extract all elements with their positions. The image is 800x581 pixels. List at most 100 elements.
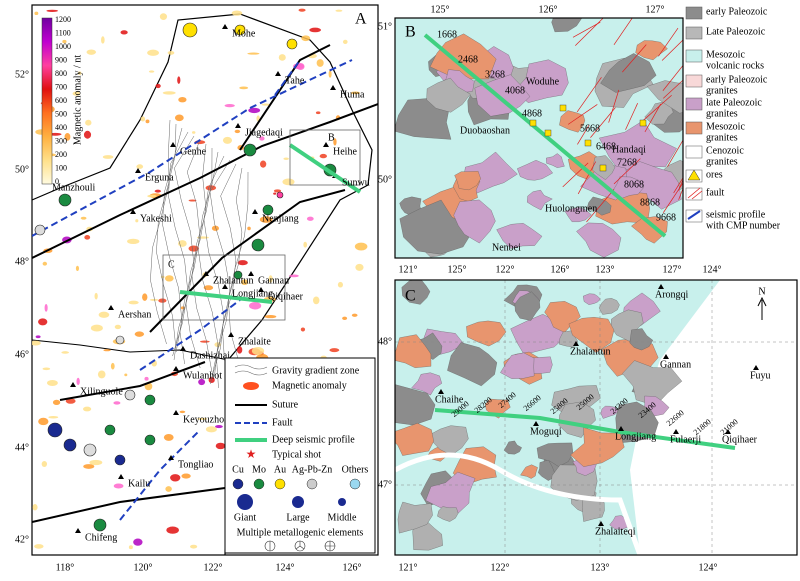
legend-swatch <box>685 74 703 88</box>
legend-label: Fault <box>272 417 293 428</box>
magnetic-anomaly <box>164 275 174 282</box>
geo-unit <box>514 291 541 321</box>
magnetic-anomaly <box>142 293 148 301</box>
geo-unit <box>622 360 683 406</box>
magnetic-anomaly <box>101 36 105 44</box>
magnetic-anomaly <box>355 263 364 271</box>
legend-swatch <box>685 6 703 20</box>
magnetic-anomaly <box>354 242 368 251</box>
panel-b-map <box>395 18 683 258</box>
geo-unit <box>576 222 622 258</box>
magnetic-anomaly <box>76 377 80 386</box>
deposit <box>243 143 257 157</box>
longitude: 127° <box>646 4 665 15</box>
magnetic-anomaly <box>337 281 343 288</box>
magnetic-anomaly <box>328 70 332 78</box>
colorbar-tick: 500 <box>55 109 67 118</box>
longitude: 124° <box>699 562 718 573</box>
ore <box>639 119 647 127</box>
deposit <box>144 434 156 446</box>
cmp-number: 3268 <box>485 69 505 80</box>
legend-label: Cenozoic <box>706 145 744 156</box>
place-name: Qiqihaer <box>722 434 758 445</box>
legend-label: Middle <box>328 512 357 523</box>
gravity-contour <box>173 135 195 361</box>
town <box>173 366 179 371</box>
fault <box>32 59 353 237</box>
town <box>323 142 329 147</box>
legend-label: Au <box>274 464 286 475</box>
magnetic-anomaly <box>240 279 249 286</box>
place-name: Zhalaite <box>238 336 271 347</box>
deposit <box>124 389 136 401</box>
magnetic-anomaly <box>167 50 175 55</box>
magnetic-anomaly <box>335 9 343 12</box>
magnetic-anomaly <box>64 133 71 141</box>
place-name: Manzhouli <box>52 182 96 193</box>
latitude: 48° <box>378 336 392 347</box>
magnetic-anomaly <box>80 216 87 220</box>
ore <box>544 129 552 137</box>
magnetic-anomaly <box>179 410 186 414</box>
magnetic-anomaly <box>329 348 340 353</box>
geo-unit <box>600 53 657 93</box>
magnetic-anomaly <box>82 406 92 412</box>
gravity-contour <box>191 147 213 373</box>
place-name: Tahe <box>285 75 305 86</box>
town <box>275 71 281 76</box>
place-name: Sunwu <box>342 177 370 188</box>
town <box>168 455 174 460</box>
geo-unit <box>546 153 565 168</box>
panel-label: B <box>405 24 416 41</box>
magnetic-anomaly <box>165 486 172 492</box>
longitude: 124° <box>276 562 295 573</box>
place-name: Duobaoshan <box>460 125 510 136</box>
latitude: 51° <box>378 21 392 32</box>
geo-unit <box>635 40 668 61</box>
geo-unit <box>395 334 432 368</box>
legend-swatch <box>685 145 703 159</box>
magnetic-anomaly <box>128 545 133 550</box>
gravity-contour <box>185 143 207 369</box>
cmp-number: 7268 <box>617 157 637 168</box>
fault <box>139 299 241 371</box>
magnetic-anomaly <box>114 324 122 330</box>
magnetic-anomaly <box>306 216 314 221</box>
magnetic-anomaly <box>289 274 299 278</box>
legend-symbol <box>687 169 701 181</box>
magnetic-anomaly <box>203 285 214 291</box>
fault <box>678 187 683 200</box>
panel-frame <box>394 17 684 259</box>
magnetic-anomaly <box>166 526 179 534</box>
place-name: Zhalantun <box>213 275 254 286</box>
colorbar-tick: 600 <box>55 96 67 105</box>
magnetic-anomaly <box>163 433 174 441</box>
magnetic-anomaly <box>42 261 48 266</box>
geo-unit <box>411 372 442 396</box>
suture <box>149 189 346 333</box>
colorbar-tick: 100 <box>55 163 67 172</box>
longitude: 122° <box>204 562 223 573</box>
magnetic-anomaly <box>62 39 67 44</box>
legend-symbol <box>253 478 265 490</box>
colorbar-tick: 1200 <box>55 15 71 24</box>
suture <box>59 361 206 401</box>
magnetic-anomaly <box>83 130 92 139</box>
magnetic-anomaly <box>89 459 103 466</box>
legend-symbol <box>687 210 701 220</box>
magnetic-anomaly <box>145 119 150 124</box>
place-name: Zhalaiteqi <box>595 526 636 537</box>
fault <box>608 89 620 123</box>
geo-unit <box>564 207 592 222</box>
legend-symbol: ★ <box>246 447 257 461</box>
place-name: Xilinguole <box>80 386 123 397</box>
magnetic-anomaly <box>48 415 59 419</box>
legend-swatch <box>685 187 703 201</box>
town <box>673 429 679 434</box>
magnetic-anomaly <box>148 70 155 73</box>
legend-label: early Paleozoic <box>706 6 768 17</box>
magnetic-anomaly <box>113 483 124 489</box>
fault <box>662 79 683 99</box>
latitude: 50° <box>15 164 29 175</box>
fault <box>577 161 597 195</box>
